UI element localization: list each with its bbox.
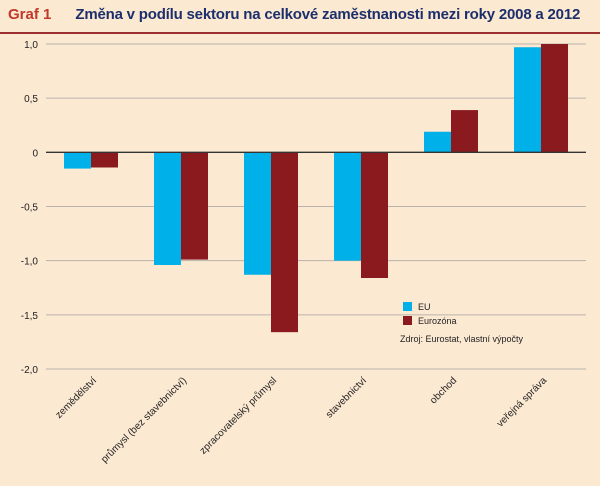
y-tick-label: -1,5 bbox=[21, 311, 39, 322]
title-divider bbox=[0, 32, 600, 34]
legend-label: EU bbox=[418, 302, 431, 312]
bar-eu bbox=[64, 152, 91, 169]
gridlines bbox=[46, 43, 586, 370]
x-tick-label: průmysl (bez stavebnictví) bbox=[99, 375, 190, 466]
source-note: Zdroj: Eurostat, vlastní výpočty bbox=[400, 334, 524, 344]
bar-eu bbox=[334, 152, 361, 261]
x-tick-label: zemědělství bbox=[54, 375, 100, 421]
bar-eurozone bbox=[271, 152, 298, 333]
x-tick-label: stavebnictví bbox=[324, 375, 369, 420]
x-tick-label: zpracovatelský průmysl bbox=[197, 375, 279, 457]
chart-title: Změna v podílu sektoru na celkové zaměst… bbox=[75, 6, 581, 23]
bar-eu bbox=[244, 152, 271, 275]
y-tick-label: -2,0 bbox=[21, 365, 39, 376]
legend-label: Eurozóna bbox=[418, 316, 457, 326]
x-tick-label: veřejná správa bbox=[495, 375, 549, 429]
legend-swatch bbox=[403, 302, 412, 311]
x-tick-label: obchod bbox=[428, 375, 459, 406]
bar-eu bbox=[154, 152, 181, 265]
bar-eu bbox=[514, 47, 541, 153]
y-axis-ticks: 1,0 0,5 0 -0,5 -1,0 -1,5 -2,0 bbox=[21, 40, 39, 376]
bar-eurozone bbox=[541, 44, 568, 153]
legend: EU Eurozóna bbox=[403, 302, 457, 326]
legend-swatch bbox=[403, 316, 412, 325]
y-tick-label: 0 bbox=[32, 148, 38, 159]
y-tick-label: -1,0 bbox=[21, 257, 39, 268]
chart-header: Graf 1 Změna v podílu sektoru na celkové … bbox=[8, 6, 580, 28]
figure-label: Graf 1 bbox=[8, 6, 52, 23]
bars bbox=[64, 44, 568, 333]
y-tick-label: -0,5 bbox=[21, 203, 39, 214]
bar-eurozone bbox=[91, 152, 118, 168]
bar-eurozone bbox=[181, 152, 208, 260]
bar-eurozone bbox=[361, 152, 388, 278]
y-tick-label: 0,5 bbox=[24, 94, 38, 105]
bar-eu bbox=[424, 131, 451, 153]
bar-eurozone bbox=[451, 110, 478, 153]
y-tick-label: 1,0 bbox=[24, 40, 38, 51]
x-axis-labels: zemědělství průmysl (bez stavebnictví) zpr… bbox=[54, 375, 550, 466]
